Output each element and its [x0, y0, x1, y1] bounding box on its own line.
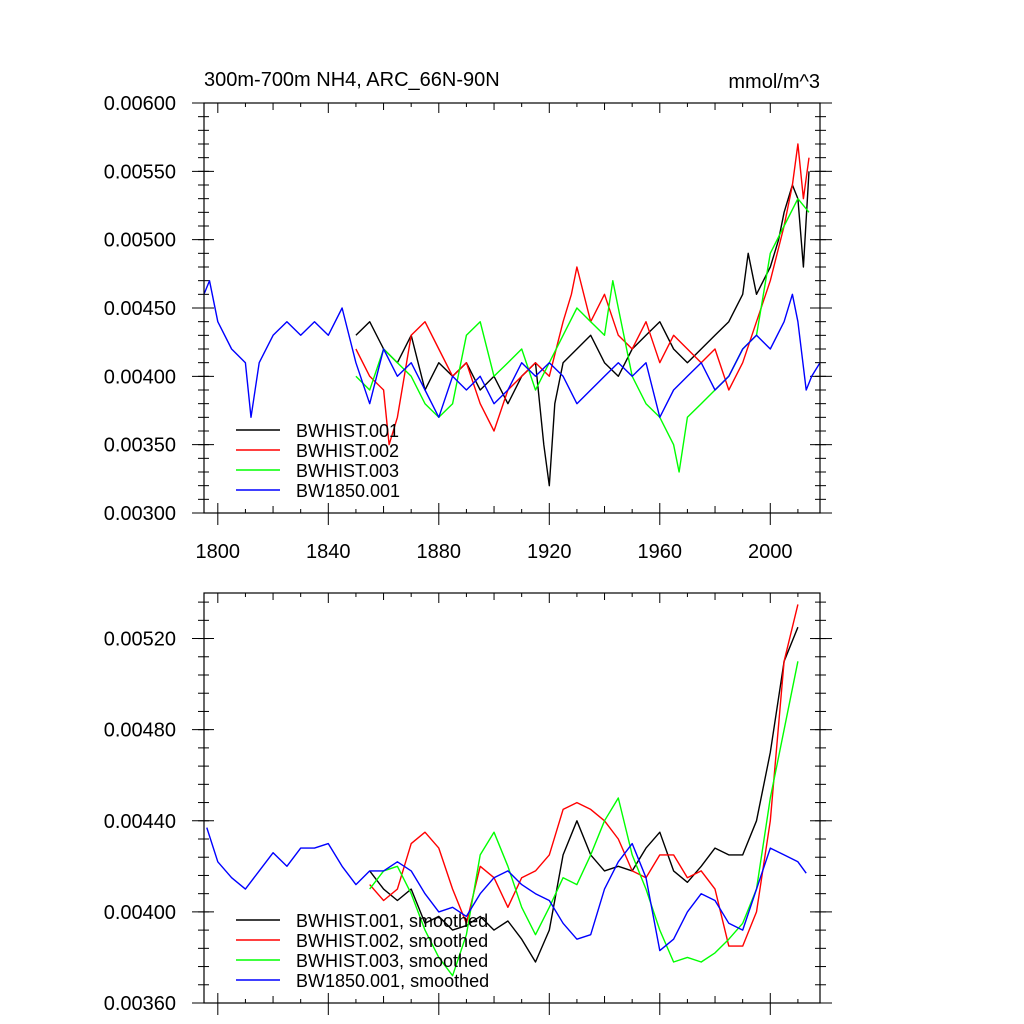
series-line-bwhist-003	[355, 197, 810, 473]
series-line-bwhist-002-smoothed	[369, 604, 799, 947]
legend-label: BWHIST.001	[296, 421, 399, 441]
y-tick-label: 0.00480	[104, 720, 176, 742]
legend-label: BWHIST.002	[296, 441, 399, 461]
y-tick-label: 0.00520	[104, 629, 176, 651]
y-tick-label: 0.00550	[104, 161, 176, 183]
y-tick-label: 0.00440	[104, 811, 176, 833]
top-chart-units: mmol/m^3	[728, 71, 820, 93]
legend-label: BW1850.001, smoothed	[296, 971, 489, 991]
y-tick-label: 0.00450	[104, 298, 176, 320]
y-tick-label: 0.00400	[104, 366, 176, 388]
legend-label: BW1850.001	[296, 481, 400, 501]
x-tick-label: 2000	[748, 541, 793, 563]
series-line-bwhist-001-smoothed	[369, 626, 799, 963]
series-line-bwhist-002	[355, 143, 810, 446]
x-tick-label: 1840	[306, 541, 351, 563]
top-plot-frame	[203, 102, 821, 514]
bottom-series-group	[206, 604, 807, 977]
legend-label: BWHIST.002, smoothed	[296, 931, 488, 951]
y-tick-label: 0.00300	[104, 503, 176, 525]
top-panel: 300m-700m NH4, ARC_66N-90N mmol/m^3 1800…	[104, 69, 832, 563]
x-tick-label: 1960	[638, 541, 683, 563]
top-axis-ticks: 1800 1840 1880 1920 1960 2000 0.00300 0.00350 0.…	[104, 93, 832, 563]
bottom-panel: 0.00360 0.00400 0.00440 0.00480 0.00520 BWHI…	[104, 592, 832, 1015]
y-tick-label: 0.00400	[104, 902, 176, 924]
series-line-bw1850-001	[203, 280, 821, 418]
legend-label: BWHIST.003, smoothed	[296, 951, 488, 971]
x-tick-label: 1880	[417, 541, 462, 563]
series-line-bwhist-003-smoothed	[369, 661, 799, 977]
y-tick-label: 0.00350	[104, 435, 176, 457]
legend-label: BWHIST.003	[296, 461, 399, 481]
x-tick-label: 1800	[196, 541, 241, 563]
top-series-group	[203, 143, 821, 487]
top-chart-title: 300m-700m NH4, ARC_66N-90N	[204, 69, 500, 91]
x-tick-label: 1920	[527, 541, 572, 563]
y-tick-label: 0.00360	[104, 993, 176, 1015]
y-tick-label: 0.00600	[104, 93, 176, 115]
series-line-bw1850-001-smoothed	[206, 827, 807, 952]
legend-label: BWHIST.001, smoothed	[296, 911, 488, 931]
y-tick-label: 0.00500	[104, 230, 176, 252]
bottom-plot-frame	[203, 592, 821, 1004]
series-line-bwhist-001	[355, 171, 810, 487]
